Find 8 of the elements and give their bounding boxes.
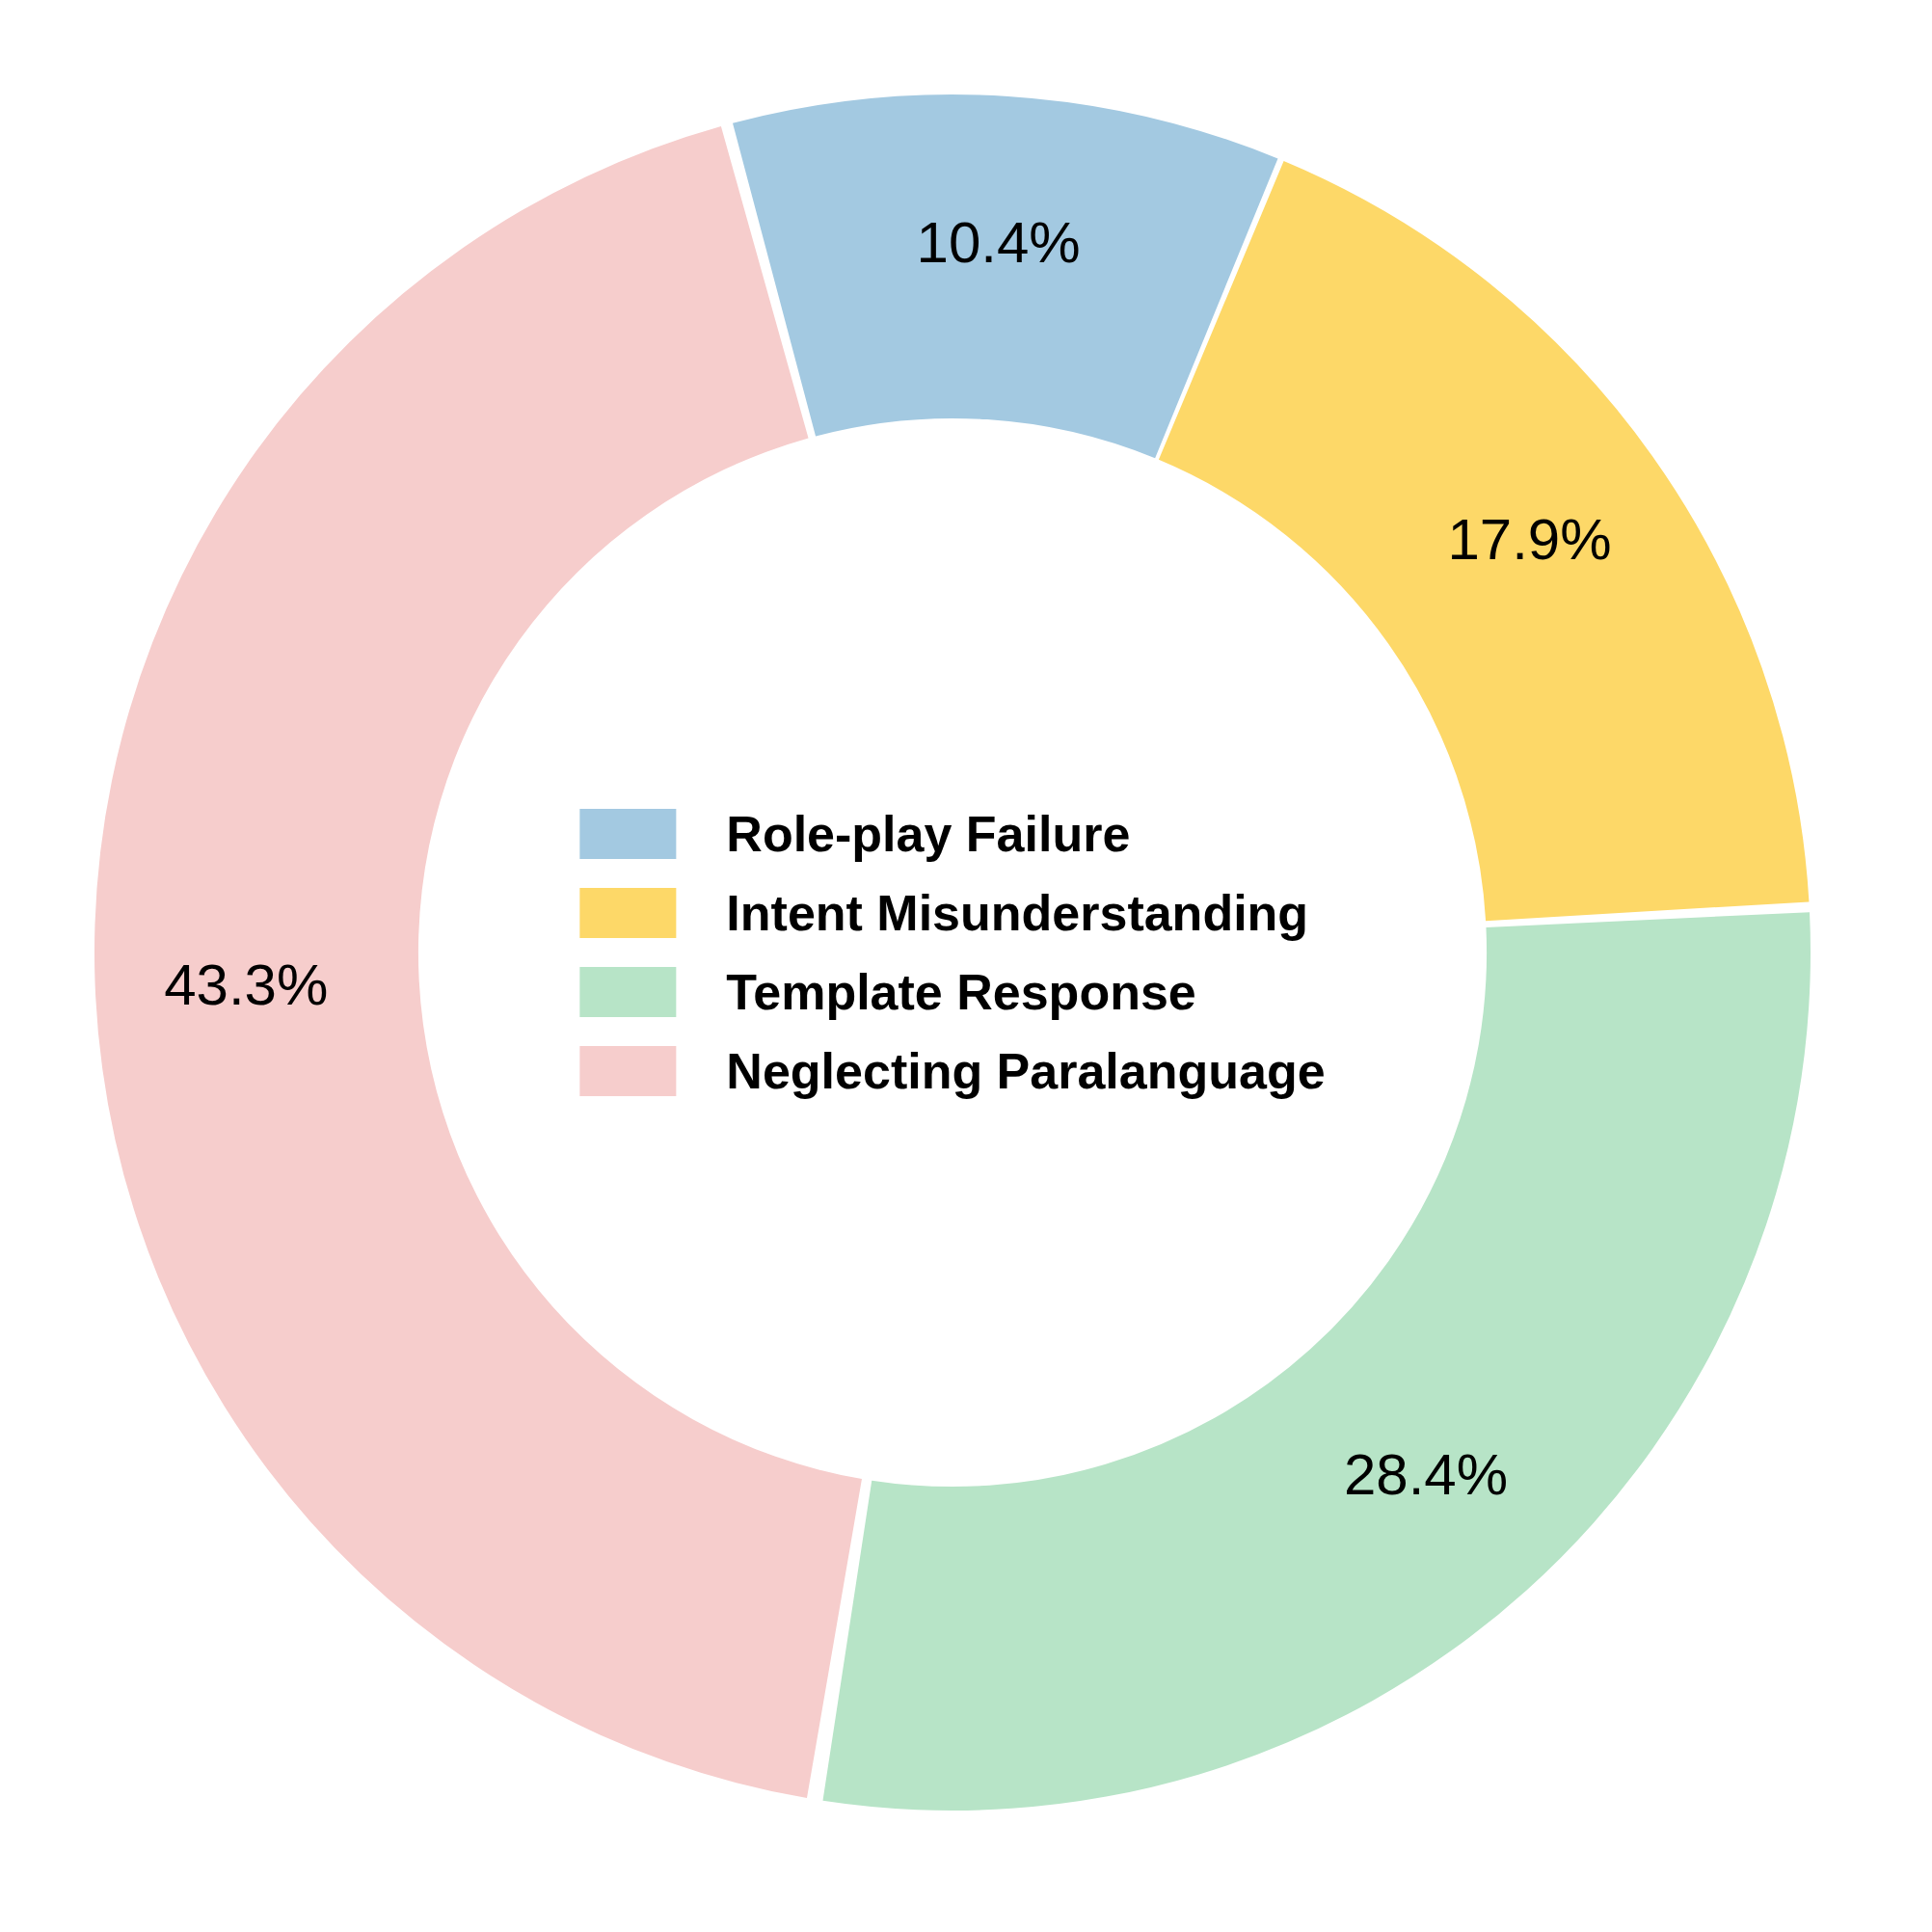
legend-label: Template Response: [726, 963, 1196, 1021]
data-label: 17.9%: [1447, 507, 1612, 573]
data-label: 28.4%: [1343, 1441, 1509, 1507]
legend-label: Neglecting Paralanguage: [726, 1042, 1326, 1100]
legend-label: Role-play Failure: [726, 805, 1131, 863]
data-label: 10.4%: [916, 210, 1081, 276]
data-label: 43.3%: [164, 953, 329, 1018]
legend-label: Intent Misunderstanding: [726, 884, 1309, 942]
